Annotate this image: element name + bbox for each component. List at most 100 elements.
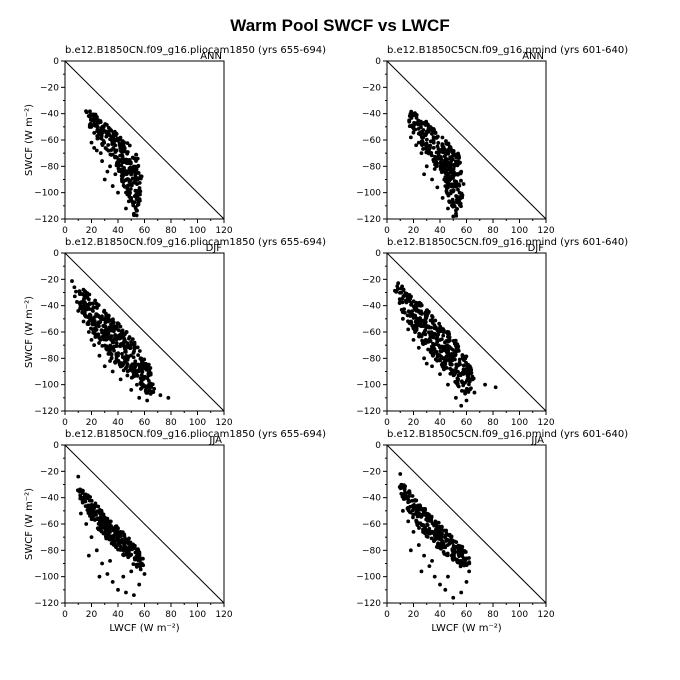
data-point: [92, 146, 97, 150]
data-point: [454, 346, 459, 351]
panel-4: b.e12.B1850C5CN.f09_g16.pmind (yrs 601-6…: [356, 237, 628, 428]
data-point: [124, 548, 129, 553]
data-point: [411, 515, 415, 520]
data-point: [114, 341, 119, 346]
data-point: [431, 352, 436, 357]
x-tick-label: 20: [86, 226, 98, 236]
data-point: [82, 310, 87, 314]
data-point: [436, 520, 441, 525]
panel-2: b.e12.B1850C5CN.f09_g16.pmind (yrs 601-6…: [356, 45, 628, 236]
data-point: [135, 382, 139, 387]
data-point: [76, 474, 81, 479]
data-point: [451, 339, 456, 343]
data-point: [89, 535, 94, 540]
data-point: [93, 298, 98, 303]
data-point: [129, 388, 134, 392]
data-point: [483, 382, 487, 387]
data-point: [442, 169, 447, 174]
panel-title: b.e12.B1850C5CN.f09_g16.pmind (yrs 601-6…: [387, 237, 628, 248]
y-axis-label: SWCF (W m⁻²): [24, 296, 35, 368]
y-tick-label: 0: [53, 441, 59, 451]
data-point: [414, 113, 419, 118]
data-point: [430, 558, 434, 563]
data-point: [133, 550, 138, 555]
y-tick-label: −100: [34, 573, 59, 583]
data-point: [72, 285, 77, 290]
data-point: [96, 136, 101, 141]
data-point: [94, 548, 99, 553]
x-tick-label: 120: [215, 226, 232, 236]
x-tick-label: 0: [384, 418, 390, 428]
data-point: [461, 363, 466, 368]
data-point: [410, 123, 415, 128]
y-tick-label: −80: [40, 546, 59, 556]
data-point: [452, 182, 457, 187]
data-point: [83, 495, 87, 500]
data-point: [439, 155, 443, 159]
data-point: [416, 345, 421, 350]
x-tick-label: 40: [434, 418, 446, 428]
reference-line: [386, 60, 547, 220]
season-label: JJA: [530, 435, 544, 446]
data-point: [111, 526, 116, 531]
data-point: [414, 315, 418, 320]
data-point: [88, 317, 92, 322]
data-point: [137, 582, 142, 587]
data-point: [93, 322, 97, 327]
x-tick-label: 60: [139, 418, 151, 428]
data-point: [448, 371, 453, 376]
data-point: [457, 357, 462, 362]
data-point: [434, 336, 439, 341]
data-point: [411, 512, 416, 517]
data-point: [80, 306, 85, 311]
data-point: [134, 563, 139, 567]
data-point: [120, 158, 124, 163]
data-point: [437, 528, 442, 532]
data-point: [166, 395, 171, 400]
data-point: [417, 317, 421, 321]
y-tick-label: −40: [40, 494, 59, 504]
data-point: [442, 365, 447, 370]
data-point: [110, 184, 115, 188]
data-point: [414, 511, 419, 515]
y-tick-label: −20: [362, 275, 381, 285]
data-point: [104, 344, 109, 349]
data-point: [440, 135, 445, 140]
data-point: [411, 507, 416, 511]
data-point: [107, 522, 112, 526]
data-point: [415, 514, 420, 519]
data-point: [399, 482, 404, 487]
data-point: [116, 359, 121, 363]
data-point: [99, 529, 104, 534]
data-point: [422, 120, 427, 125]
data-point: [103, 320, 108, 325]
y-tick-label: −40: [40, 302, 59, 312]
y-tick-label: −80: [40, 162, 59, 172]
data-point: [98, 130, 103, 135]
data-point: [134, 373, 139, 378]
data-point: [437, 532, 442, 536]
data-point: [91, 316, 95, 321]
data-point: [105, 327, 110, 332]
panel-3: b.e12.B1850CN.f09_g16.pliocam1850 (yrs 6…: [24, 237, 326, 428]
data-point: [427, 330, 431, 335]
data-point: [142, 572, 147, 576]
reference-line: [386, 444, 547, 604]
data-point: [431, 135, 436, 140]
data-point: [425, 522, 429, 527]
data-point: [413, 307, 418, 311]
data-point: [446, 334, 450, 339]
data-point: [70, 279, 74, 283]
y-tick-label: −20: [362, 467, 381, 477]
data-point: [120, 351, 124, 356]
data-point: [452, 373, 457, 377]
figure-title: Warm Pool SWCF vs LWCF: [230, 16, 449, 35]
data-point: [94, 504, 99, 508]
data-point: [124, 330, 129, 334]
data-point: [117, 141, 122, 146]
data-point: [466, 390, 471, 394]
data-point: [407, 491, 412, 496]
data-point: [438, 167, 443, 171]
data-point: [133, 359, 138, 364]
data-point: [431, 145, 436, 150]
